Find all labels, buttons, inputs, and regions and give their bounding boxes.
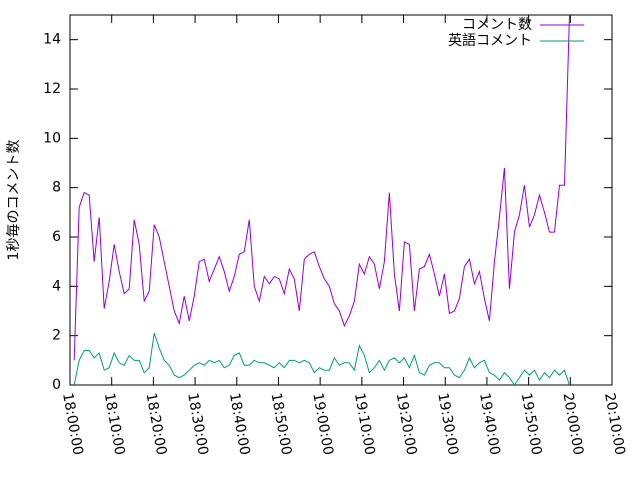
y-tick-label: 8 — [52, 180, 61, 196]
y-tick-label: 6 — [52, 229, 61, 245]
legend-label: 英語コメント — [448, 32, 532, 49]
y-tick-label: 0 — [52, 377, 61, 393]
y-axis-label: 1秒毎のコメント数 — [6, 140, 22, 261]
y-tick-label: 14 — [43, 32, 61, 48]
legend-label: コメント数 — [462, 17, 532, 33]
y-tick-label: 10 — [43, 130, 61, 146]
y-tick-label: 2 — [52, 328, 61, 344]
series-line — [73, 333, 570, 385]
plot-border — [69, 14, 613, 386]
series-line — [73, 15, 570, 361]
y-tick-label: 4 — [52, 278, 61, 294]
y-tick-label: 12 — [43, 81, 61, 97]
